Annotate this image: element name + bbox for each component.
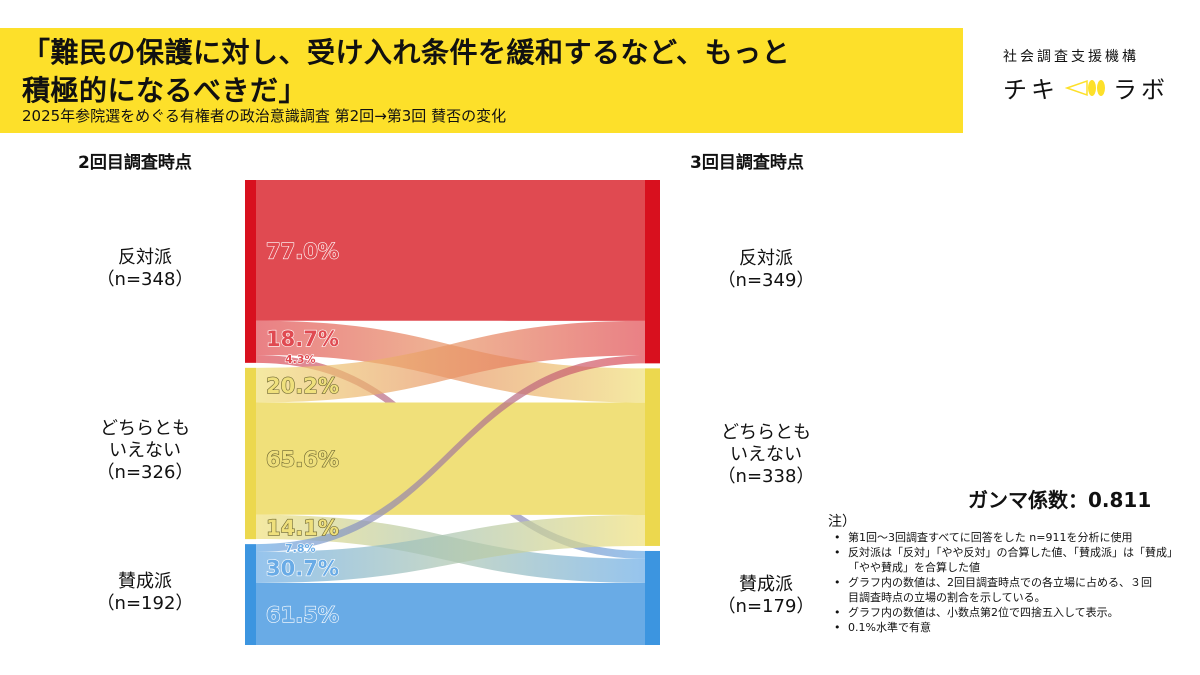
note-item: 0.1%水準で有意 (828, 620, 1188, 635)
node-label-line: どちらとも (100, 418, 190, 440)
flow-賛成派-to-どちらともいえない (256, 514, 645, 583)
node-label-line: いえない (109, 440, 181, 462)
node-label-line: （n=338） (717, 466, 815, 488)
flow-賛成派-to-賛成派 (256, 582, 645, 645)
flow-percent-label: 18.7% (266, 327, 339, 351)
flow-percent-label: 7.8% (285, 542, 316, 555)
note-item: グラフ内の数値は、2回目調査時点での各立場に占める、３回目調査時点の立場の割合を… (828, 575, 1158, 605)
logo-org-name: 社会調査支援機構 (1003, 49, 1139, 65)
logo-name-left: チキ (1003, 76, 1059, 104)
node-label-line: （n=348） (96, 269, 194, 291)
flow-どちらともいえない-to-反対派 (256, 320, 645, 403)
notes-heading: 注） (828, 514, 856, 530)
node-label-line: 反対派 (739, 247, 793, 269)
right-node-bar (645, 368, 660, 546)
node-label-line: （n=179） (717, 595, 815, 617)
note-item: 第1回〜3回調査すべてに回答をした n=911を分析に使用 (828, 530, 1188, 545)
right-node-bar (645, 550, 660, 645)
left-node-bar (245, 367, 256, 540)
right-node-label: どちらとも いえない （n=338） (676, 422, 856, 488)
right-node-label: 反対派 （n=349） (676, 248, 856, 292)
subtitle: 2025年参院選をめぐる有権者の政治意識調査 第2回→第3回 賛否の変化 (22, 107, 507, 125)
title-banner (0, 28, 963, 133)
left-node-bar (245, 544, 256, 645)
node-label-line: 反対派 (118, 247, 172, 269)
flow-percent-label: 61.5% (266, 603, 339, 627)
flow-percent-label: 65.6% (266, 448, 339, 472)
flow-どちらともいえない-to-どちらともいえない (256, 402, 645, 515)
flow-賛成派-to-反対派 (256, 355, 645, 552)
gamma-coefficient: ガンマ係数：0.811 (968, 488, 1152, 512)
node-label-line: 賛成派 (118, 570, 172, 592)
node-label-line: いえない (730, 444, 802, 466)
logo: チキ ラボ (1003, 70, 1169, 105)
node-label-line: （n=326） (96, 462, 194, 484)
megaphone-icon (1065, 79, 1105, 96)
flow-percent-label: 14.1% (266, 516, 339, 540)
logo-name-right: ラボ (1113, 76, 1169, 104)
left-node-label: 賛成派 （n=192） (55, 571, 235, 615)
node-label-line: どちらとも (721, 422, 811, 444)
note-item: 反対派は「反対」「やや反対」の合算した値、「賛成派」は「賛成」「やや賛成」を合算… (828, 545, 1188, 575)
note-item: グラフ内の数値は、小数点第2位で四捨五入して表示。 (828, 605, 1188, 620)
title-line-2: 積極的になるべきだ」 (22, 74, 308, 107)
flow-percent-label: 20.2% (266, 374, 339, 398)
left-column-title: 2回目調査時点 (78, 153, 192, 173)
flow-percent-label: 77.0% (266, 239, 339, 263)
right-column-title: 3回目調査時点 (690, 153, 804, 173)
right-node-bar (645, 180, 660, 364)
flow-percent-label: 4.3% (285, 353, 316, 366)
flow-percent-label: 30.7% (266, 556, 339, 580)
page-title: 「難民の保護に対し、受け入れ条件を緩和するなど、もっと 積極的になるべきだ」 (22, 34, 790, 110)
node-label-line: （n=192） (96, 592, 194, 614)
node-label-line: （n=349） (717, 269, 815, 291)
notes-list: 第1回〜3回調査すべてに回答をした n=911を分析に使用 反対派は「反対」「や… (828, 530, 1188, 635)
left-node-bar (245, 180, 256, 363)
node-label-line: 賛成派 (739, 573, 793, 595)
left-node-label: どちらとも いえない （n=326） (55, 418, 235, 484)
left-node-label: 反対派 （n=348） (55, 247, 235, 291)
flow-反対派-to-反対派 (256, 180, 645, 321)
title-line-1: 「難民の保護に対し、受け入れ条件を緩和するなど、もっと (22, 36, 791, 69)
right-node-label: 賛成派 （n=179） (676, 574, 856, 618)
